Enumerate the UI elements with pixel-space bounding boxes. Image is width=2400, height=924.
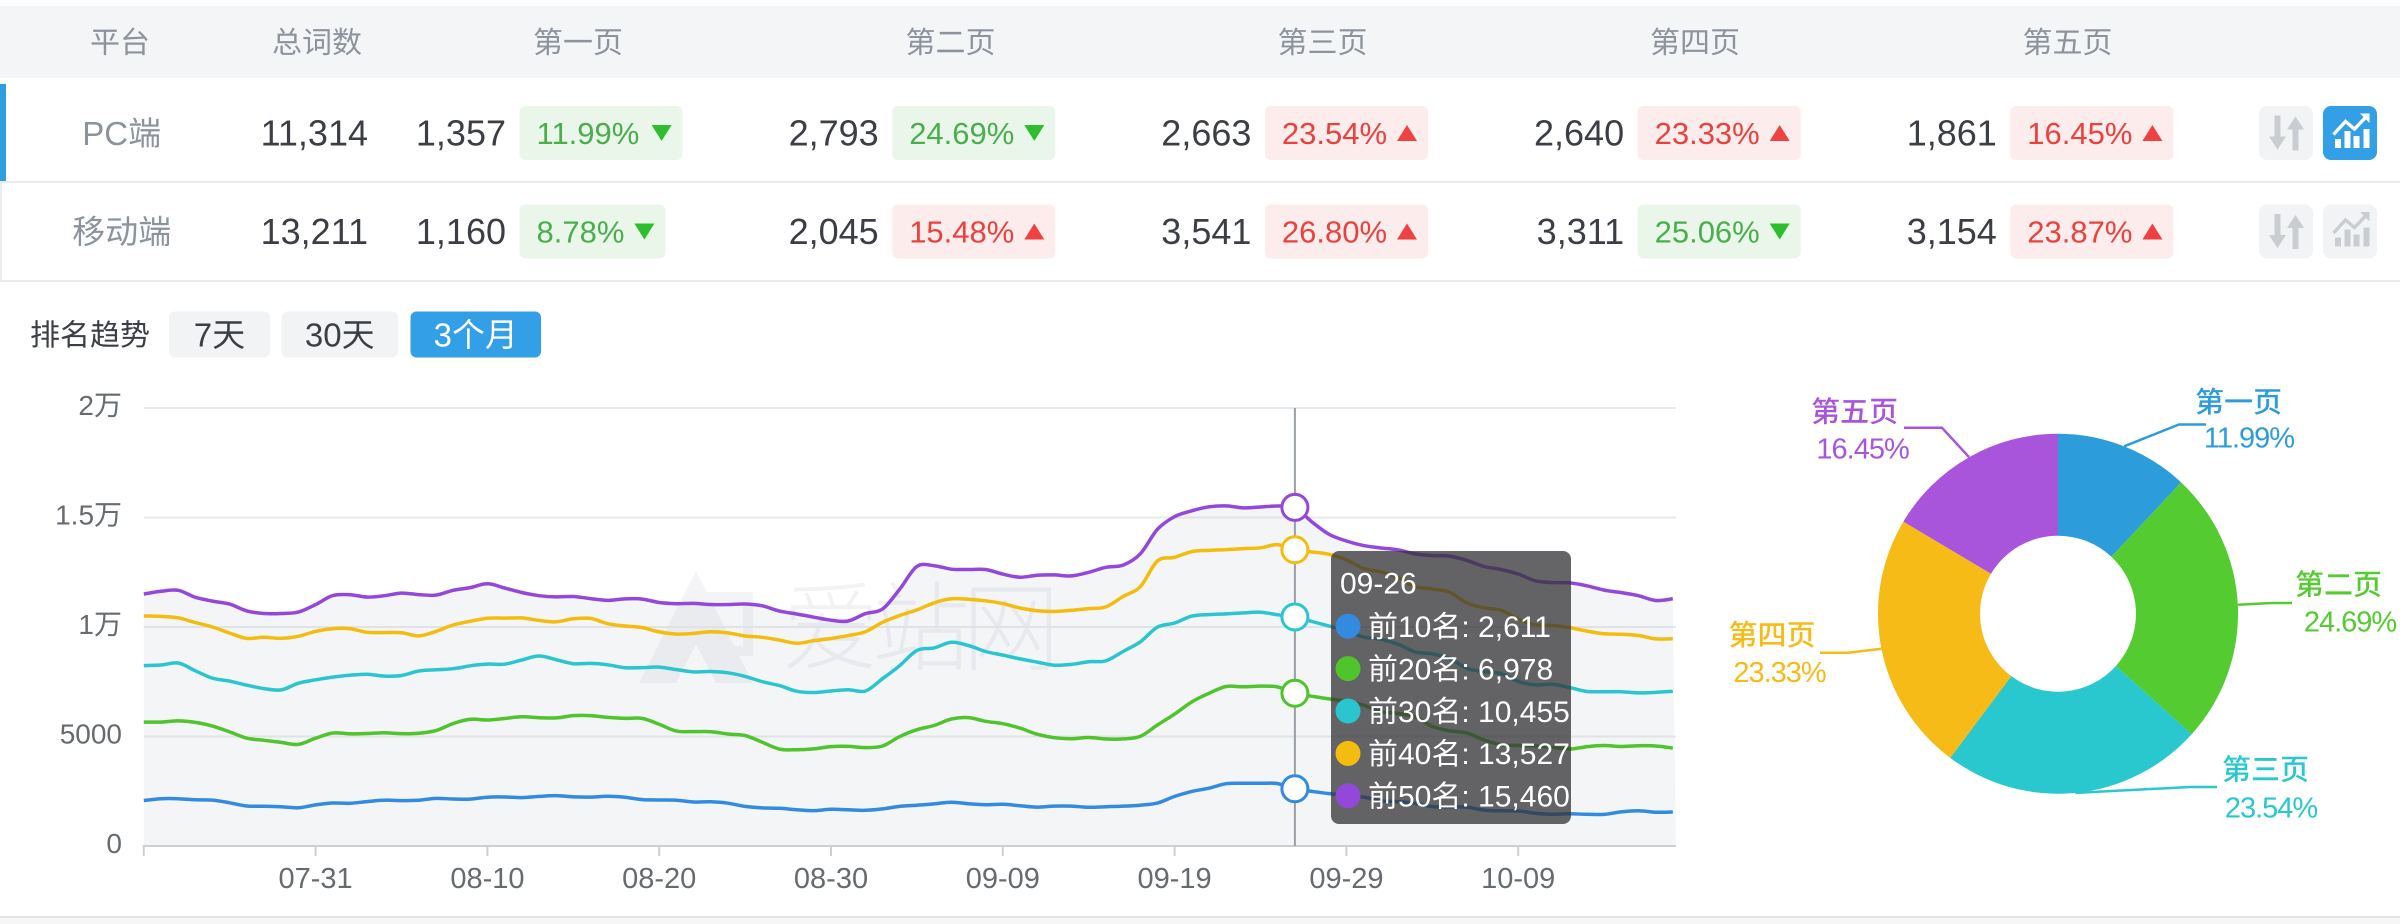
svg-text:24.69%: 24.69%	[909, 116, 1014, 151]
svg-text:08-10: 08-10	[450, 863, 524, 895]
svg-text:16.45%: 16.45%	[2027, 116, 2132, 151]
svg-text:: 13,527: : 13,527	[1461, 738, 1569, 771]
svg-text:09-29: 09-29	[1309, 863, 1383, 895]
svg-text:23.54%: 23.54%	[1282, 116, 1387, 151]
svg-text:11.99%: 11.99%	[2204, 423, 2294, 455]
svg-text:1,861: 1,861	[1907, 113, 1997, 154]
svg-text:: 2,611: : 2,611	[1461, 611, 1551, 644]
svg-text:2,663: 2,663	[1161, 113, 1251, 154]
svg-text:8.78%: 8.78%	[537, 215, 625, 250]
svg-text:0: 0	[106, 828, 122, 859]
svg-text:20: 20	[1398, 653, 1431, 686]
svg-text:: 6,978: : 6,978	[1461, 653, 1553, 686]
svg-text:1.5: 1.5	[55, 500, 94, 531]
svg-text:2: 2	[78, 390, 94, 421]
svg-text:1,160: 1,160	[416, 211, 506, 252]
svg-text:2,793: 2,793	[789, 113, 879, 154]
svg-text:08-20: 08-20	[622, 863, 696, 895]
svg-text:1: 1	[78, 609, 94, 640]
svg-text:08-30: 08-30	[794, 863, 868, 895]
svg-text:09-19: 09-19	[1138, 863, 1212, 895]
svg-text:1,357: 1,357	[416, 113, 506, 154]
svg-text:5000: 5000	[60, 719, 122, 750]
svg-text:23.54%: 23.54%	[2225, 793, 2318, 825]
svg-text:2,640: 2,640	[1534, 113, 1624, 154]
svg-text:40: 40	[1398, 738, 1431, 771]
svg-text:09-26: 09-26	[1340, 568, 1417, 601]
svg-text:3: 3	[434, 316, 452, 353]
svg-text:16.45%: 16.45%	[1816, 434, 1909, 466]
svg-text:07-31: 07-31	[279, 863, 353, 895]
svg-text:23.33%: 23.33%	[1655, 116, 1760, 151]
svg-text:10: 10	[1398, 611, 1431, 644]
svg-text:09-09: 09-09	[966, 863, 1040, 895]
svg-text:: 10,455: : 10,455	[1461, 696, 1569, 729]
svg-text:50: 50	[1398, 781, 1431, 814]
svg-text:30: 30	[305, 316, 342, 353]
svg-text:: 15,460: : 15,460	[1461, 781, 1569, 814]
svg-text:23.87%: 23.87%	[2027, 215, 2132, 250]
svg-text:25.06%: 25.06%	[1655, 215, 1760, 250]
svg-text:11,314: 11,314	[261, 113, 368, 154]
svg-text:26.80%: 26.80%	[1282, 215, 1387, 250]
svg-text:2,045: 2,045	[789, 211, 879, 252]
svg-text:24.69%: 24.69%	[2304, 607, 2397, 639]
svg-text:30: 30	[1398, 696, 1431, 729]
svg-text:7: 7	[194, 316, 212, 353]
svg-text:3,541: 3,541	[1161, 211, 1251, 252]
svg-text:3,154: 3,154	[1907, 211, 1997, 252]
svg-text:10-09: 10-09	[1481, 863, 1555, 895]
svg-text:11.99%: 11.99%	[537, 116, 640, 151]
svg-text:15.48%: 15.48%	[909, 215, 1014, 250]
svg-text:23.33%: 23.33%	[1733, 657, 1826, 689]
svg-text:3,311: 3,311	[1537, 211, 1624, 252]
svg-text:PC: PC	[82, 115, 128, 152]
svg-text:13,211: 13,211	[261, 211, 368, 252]
